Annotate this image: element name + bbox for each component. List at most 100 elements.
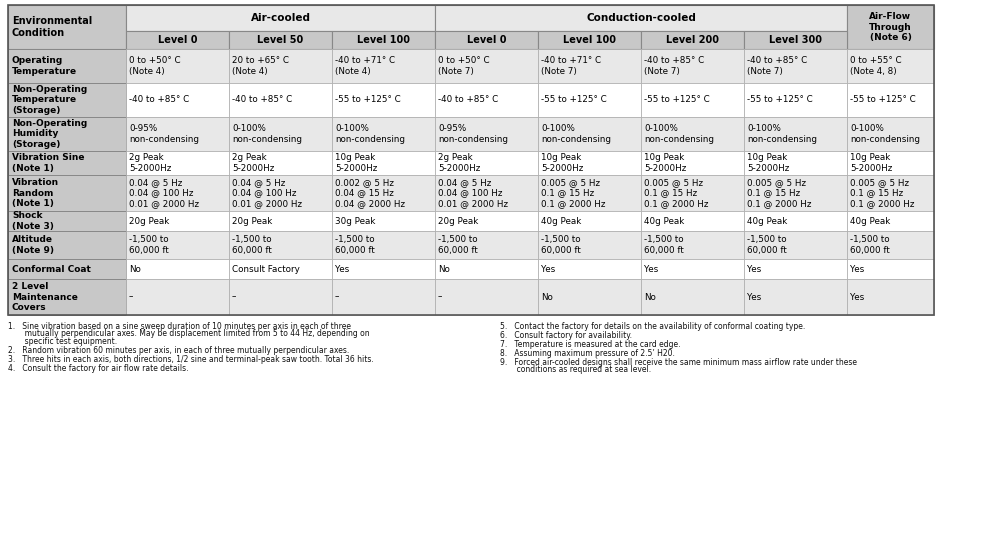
Bar <box>126 31 229 49</box>
Bar <box>435 83 538 117</box>
Bar <box>744 231 847 259</box>
Text: -40 to +71° C
(Note 7): -40 to +71° C (Note 7) <box>541 56 601 76</box>
Text: 0-100%
non-condensing: 0-100% non-condensing <box>850 124 920 144</box>
Text: 10g Peak
5-2000Hz: 10g Peak 5-2000Hz <box>335 153 377 173</box>
Bar <box>435 279 538 315</box>
Text: 6.   Consult factory for availability.: 6. Consult factory for availability. <box>500 331 632 340</box>
Bar <box>8 175 126 211</box>
Bar <box>332 31 435 49</box>
Bar <box>332 259 435 279</box>
Text: 0 to +55° C
(Note 4, 8): 0 to +55° C (Note 4, 8) <box>850 56 901 76</box>
Text: 0.04 @ 5 Hz
0.04 @ 100 Hz
0.01 @ 2000 Hz: 0.04 @ 5 Hz 0.04 @ 100 Hz 0.01 @ 2000 Hz <box>438 178 508 208</box>
Bar <box>538 175 641 211</box>
Text: 1.   Sine vibration based on a sine sweep duration of 10 minutes per axis in eac: 1. Sine vibration based on a sine sweep … <box>8 322 351 331</box>
Bar <box>744 259 847 279</box>
Bar <box>435 49 538 83</box>
Bar <box>229 117 332 151</box>
Bar <box>435 151 538 175</box>
Text: -55 to +125° C: -55 to +125° C <box>541 96 607 105</box>
Text: No: No <box>541 293 552 301</box>
Bar <box>538 279 641 315</box>
Bar <box>744 279 847 315</box>
Text: 0.04 @ 5 Hz
0.04 @ 100 Hz
0.01 @ 2000 Hz: 0.04 @ 5 Hz 0.04 @ 100 Hz 0.01 @ 2000 Hz <box>129 178 200 208</box>
Bar <box>538 31 641 49</box>
Bar <box>847 49 934 83</box>
Text: Air-cooled: Air-cooled <box>251 13 310 23</box>
Text: 2g Peak
5-2000Hz: 2g Peak 5-2000Hz <box>129 153 171 173</box>
Bar <box>126 151 229 175</box>
Text: -55 to +125° C: -55 to +125° C <box>644 96 710 105</box>
Bar <box>641 211 744 231</box>
Text: Level 300: Level 300 <box>769 35 822 45</box>
Text: 10g Peak
5-2000Hz: 10g Peak 5-2000Hz <box>644 153 686 173</box>
Text: -40 to +85° C: -40 to +85° C <box>232 96 292 105</box>
Bar <box>641 259 744 279</box>
Bar <box>744 83 847 117</box>
Bar <box>641 279 744 315</box>
Bar <box>435 231 538 259</box>
Text: -40 to +85° C
(Note 7): -40 to +85° C (Note 7) <box>644 56 705 76</box>
Text: 3.   Three hits in each axis, both directions, 1/2 sine and terminal-peak saw to: 3. Three hits in each axis, both directi… <box>8 355 374 364</box>
Text: –: – <box>438 293 443 301</box>
Bar <box>8 5 934 315</box>
Bar <box>641 83 744 117</box>
Text: Yes: Yes <box>747 265 761 273</box>
Bar <box>8 83 126 117</box>
Text: Yes: Yes <box>335 265 349 273</box>
Bar <box>847 117 934 151</box>
Bar <box>744 117 847 151</box>
Text: Yes: Yes <box>644 265 658 273</box>
Text: No: No <box>438 265 450 273</box>
Bar <box>126 279 229 315</box>
Bar <box>744 31 847 49</box>
Text: Yes: Yes <box>850 265 864 273</box>
Text: 10g Peak
5-2000Hz: 10g Peak 5-2000Hz <box>850 153 892 173</box>
Text: -1,500 to
60,000 ft: -1,500 to 60,000 ft <box>335 235 375 255</box>
Bar <box>847 151 934 175</box>
Bar <box>847 211 934 231</box>
Text: -1,500 to
60,000 ft: -1,500 to 60,000 ft <box>747 235 787 255</box>
Text: –: – <box>129 293 133 301</box>
Bar <box>538 49 641 83</box>
Bar <box>332 279 435 315</box>
Text: 2.   Random vibration 60 minutes per axis, in each of three mutually perpendicul: 2. Random vibration 60 minutes per axis,… <box>8 346 349 355</box>
Bar <box>8 211 126 231</box>
Bar <box>641 231 744 259</box>
Bar <box>229 175 332 211</box>
Text: Yes: Yes <box>850 293 864 301</box>
Text: 30g Peak: 30g Peak <box>335 217 375 226</box>
Bar <box>538 211 641 231</box>
Bar <box>126 5 435 31</box>
Bar <box>435 117 538 151</box>
Text: Vibration
Random
(Note 1): Vibration Random (Note 1) <box>12 178 59 208</box>
Text: -40 to +85° C
(Note 7): -40 to +85° C (Note 7) <box>747 56 807 76</box>
Text: Operating
Temperature: Operating Temperature <box>12 56 78 76</box>
Text: No: No <box>129 265 141 273</box>
Text: Level 100: Level 100 <box>563 35 616 45</box>
Bar <box>847 231 934 259</box>
Text: 0-100%
non-condensing: 0-100% non-condensing <box>541 124 611 144</box>
Bar <box>435 175 538 211</box>
Bar <box>435 5 847 31</box>
Bar <box>8 279 126 315</box>
Text: –: – <box>335 293 340 301</box>
Text: -55 to +125° C: -55 to +125° C <box>850 96 915 105</box>
Bar <box>229 151 332 175</box>
Text: 9.   Forced air-cooled designs shall receive the same minimum mass airflow rate : 9. Forced air-cooled designs shall recei… <box>500 358 857 367</box>
Bar <box>8 231 126 259</box>
Bar <box>332 117 435 151</box>
Text: -1,500 to
60,000 ft: -1,500 to 60,000 ft <box>232 235 272 255</box>
Bar <box>8 259 126 279</box>
Text: 0.005 @ 5 Hz
0.1 @ 15 Hz
0.1 @ 2000 Hz: 0.005 @ 5 Hz 0.1 @ 15 Hz 0.1 @ 2000 Hz <box>747 178 811 208</box>
Bar <box>538 83 641 117</box>
Text: -1,500 to
60,000 ft: -1,500 to 60,000 ft <box>129 235 168 255</box>
Bar <box>538 259 641 279</box>
Bar <box>847 175 934 211</box>
Bar <box>8 151 126 175</box>
Text: 0-100%
non-condensing: 0-100% non-condensing <box>644 124 714 144</box>
Bar <box>332 49 435 83</box>
Bar <box>126 117 229 151</box>
Text: 20g Peak: 20g Peak <box>232 217 272 226</box>
Bar <box>332 83 435 117</box>
Bar <box>744 151 847 175</box>
